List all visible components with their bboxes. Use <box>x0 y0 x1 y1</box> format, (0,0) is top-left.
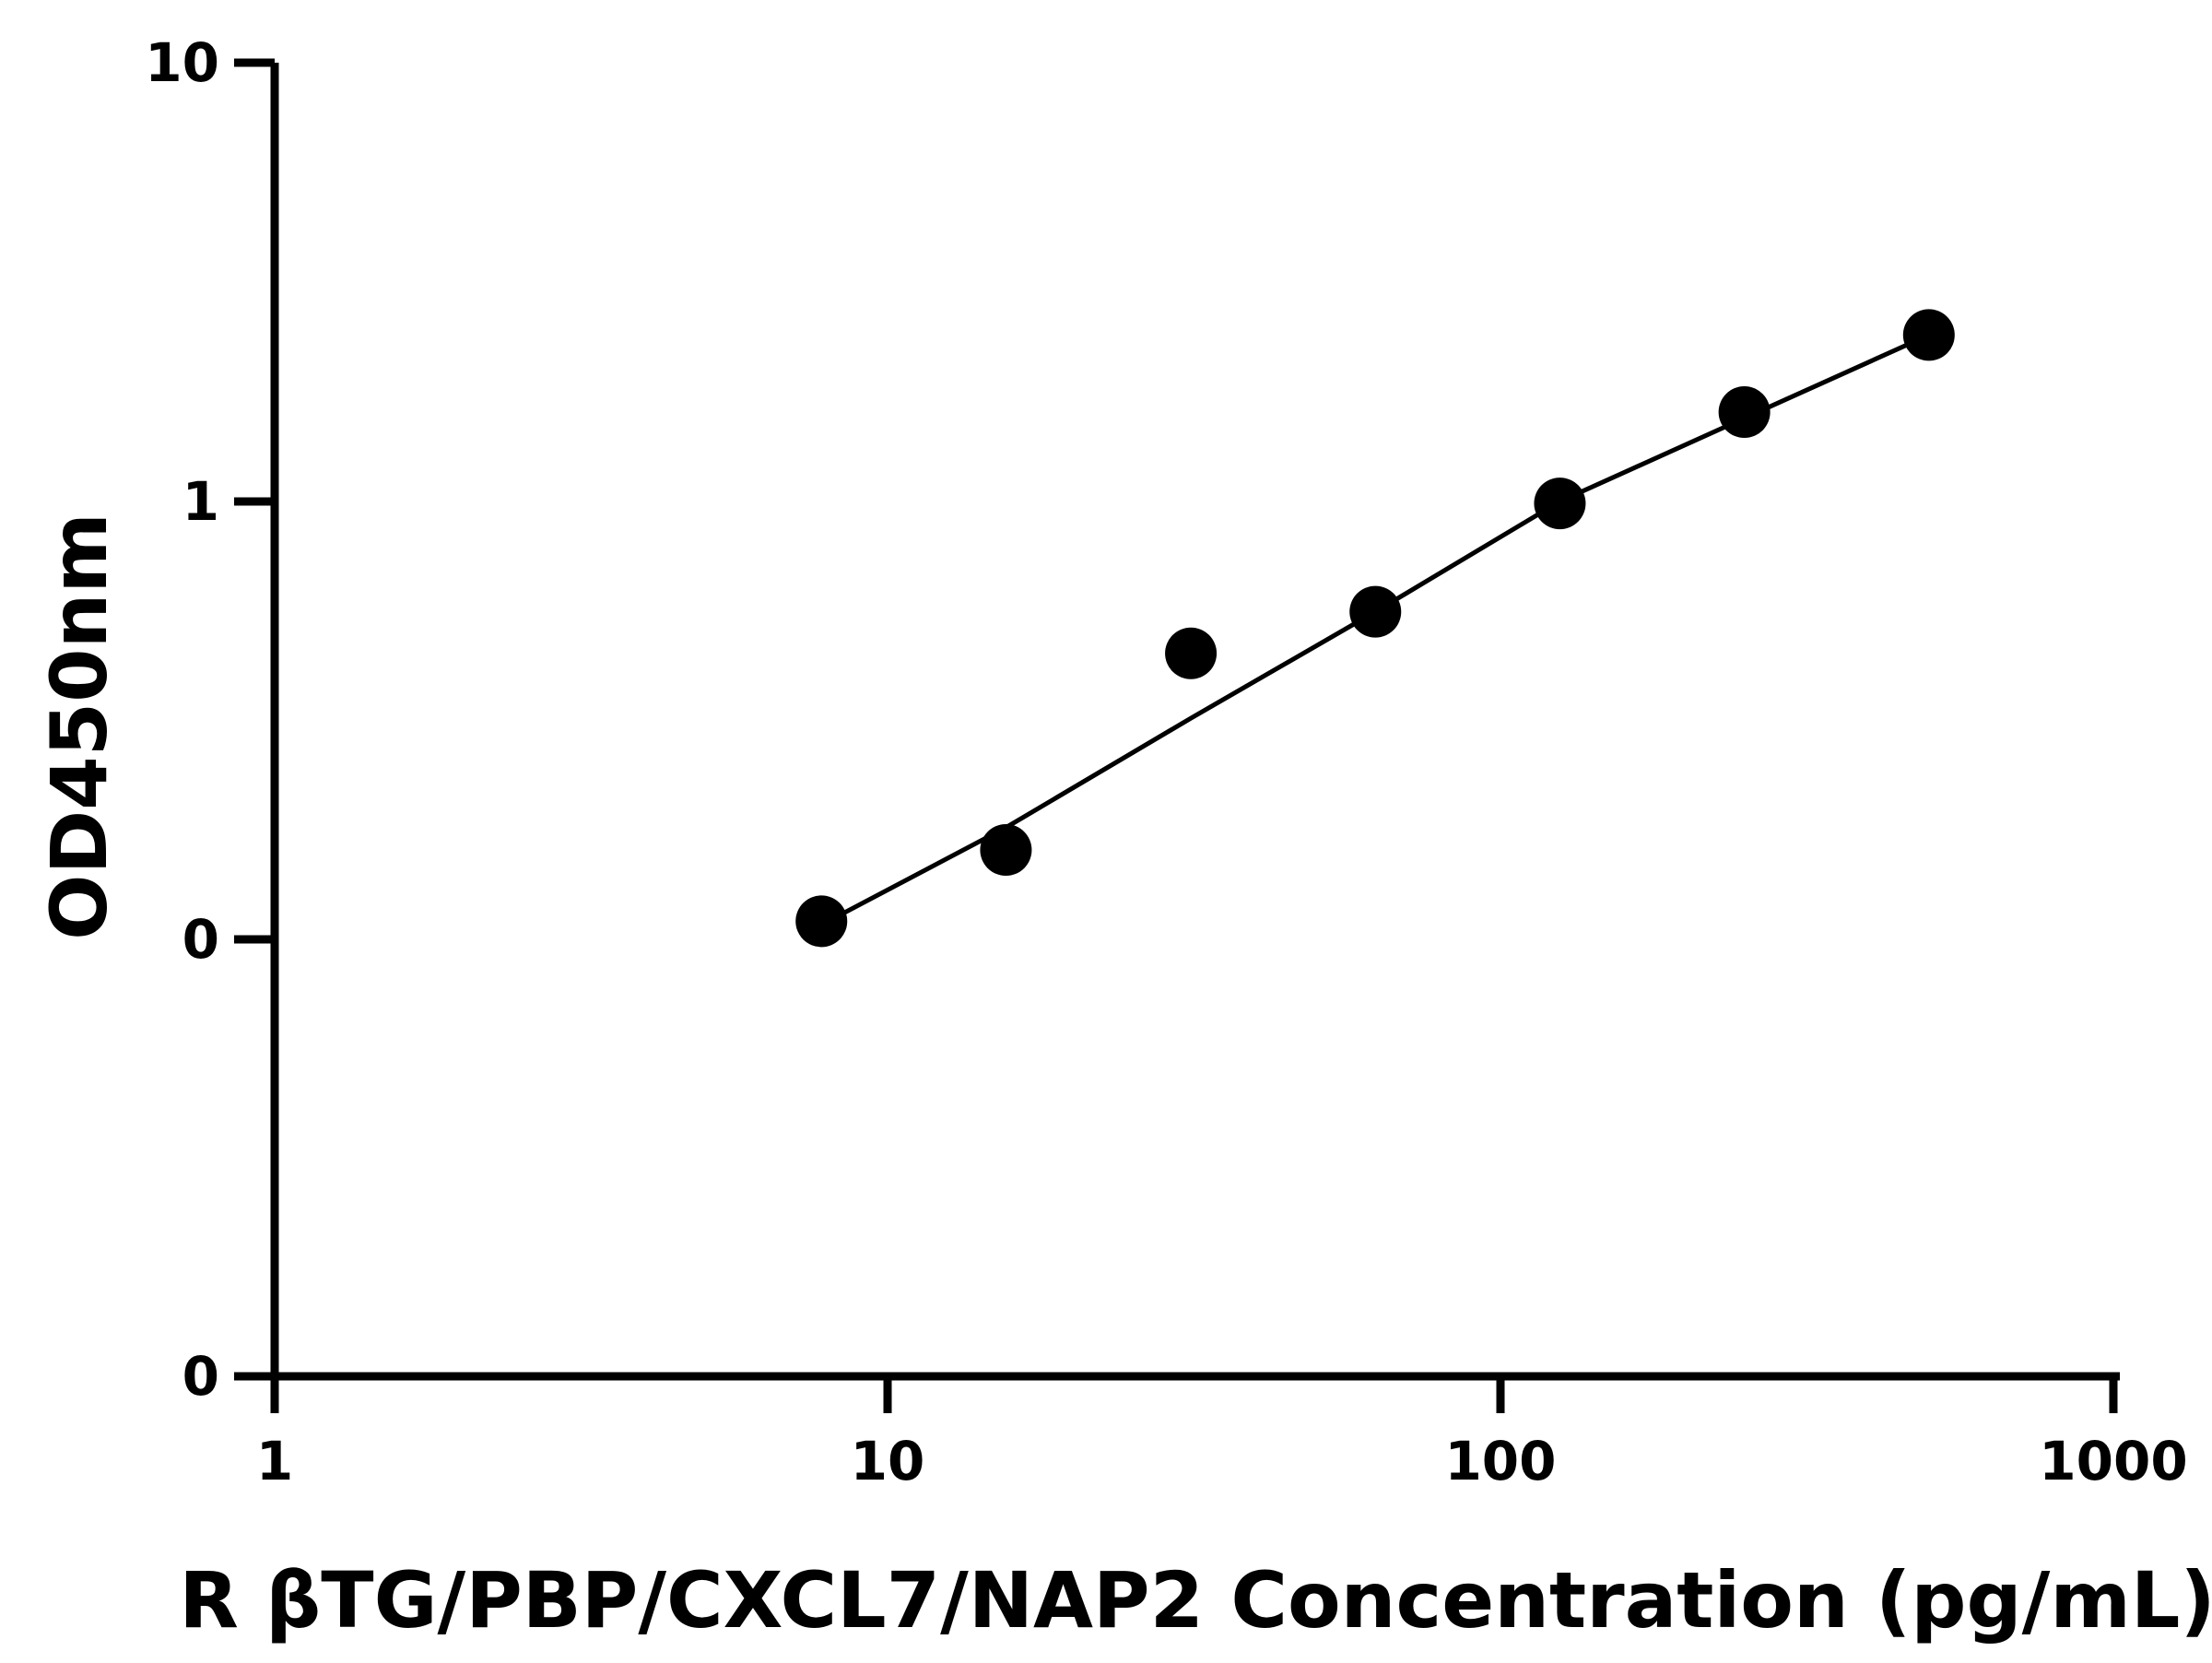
data-points-layer <box>795 309 1955 948</box>
data-point <box>1902 309 1955 361</box>
x-tick-label: 1 <box>256 1430 293 1492</box>
data-point <box>980 824 1032 877</box>
data-point <box>1718 386 1771 439</box>
x-tick-label: 1000 <box>2039 1430 2187 1492</box>
data-point <box>795 895 848 948</box>
data-point <box>1349 585 1402 638</box>
data-point <box>1165 627 1218 679</box>
y-tick-label: 0 <box>182 1345 219 1408</box>
x-axis-label: R βTG/PBP/CXCL7/NAP2 Concentration (pg/m… <box>179 1555 2212 1645</box>
y-axis-label: OD450nm <box>34 513 124 940</box>
y-tick-label: 0 <box>182 908 219 971</box>
y-tick-label: 1 <box>182 470 219 533</box>
x-tick-label: 10 <box>851 1430 925 1492</box>
axes-layer <box>234 63 2120 1381</box>
data-point <box>1534 478 1586 530</box>
y-tick-label: 10 <box>145 31 219 94</box>
x-tick-label: 100 <box>1444 1430 1556 1492</box>
